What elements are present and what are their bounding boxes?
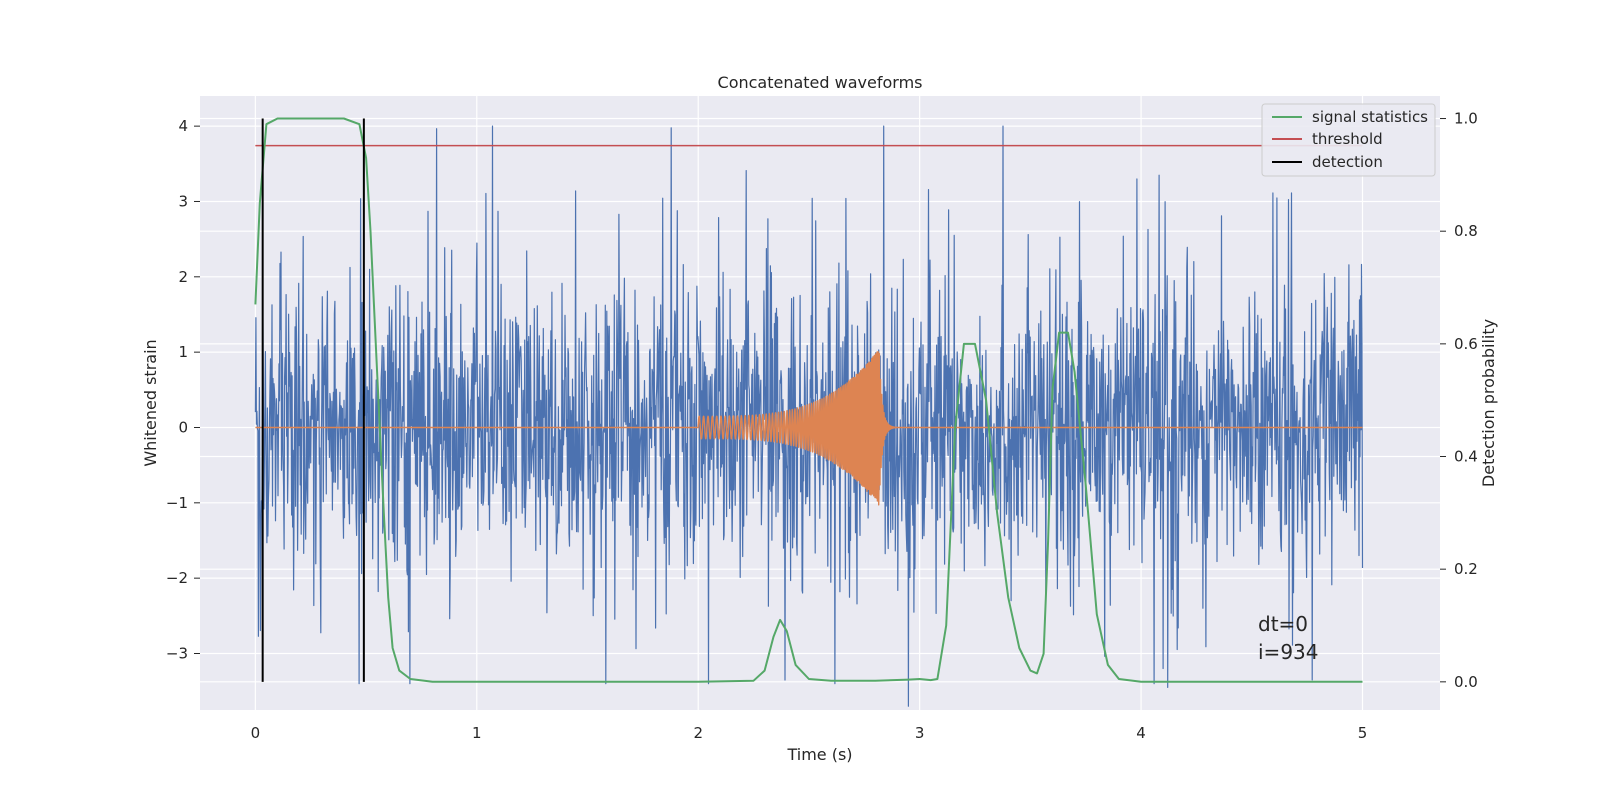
legend-label-threshold: threshold <box>1312 130 1383 148</box>
y-tick-label: 4 <box>178 117 188 135</box>
annotation-dt: dt=0 <box>1258 612 1308 636</box>
legend: signal statistics threshold detection <box>1261 103 1436 177</box>
y2-tick-label: 1.0 <box>1454 110 1478 128</box>
y-axis-ticks: −3 −2 −1 0 1 2 3 4 <box>166 117 200 662</box>
x-tick-label: 4 <box>1136 724 1146 742</box>
y-tick-label: −2 <box>166 569 188 587</box>
x-tick-label: 2 <box>693 724 703 742</box>
chart-title: Concatenated waveforms <box>718 73 923 92</box>
y2-axis-ticks: 0.0 0.2 0.4 0.6 0.8 1.0 <box>1440 110 1478 691</box>
series-injected-waveform <box>255 351 1363 506</box>
y2-axis-label: Detection probability <box>1479 319 1498 487</box>
y2-tick-label: 0.6 <box>1454 335 1478 353</box>
y2-tick-label: 0.4 <box>1454 448 1478 466</box>
x-tick-label: 1 <box>472 724 482 742</box>
x-tick-label: 3 <box>915 724 925 742</box>
y-tick-label: 3 <box>178 192 188 210</box>
y2-tick-label: 0.8 <box>1454 222 1478 240</box>
legend-label-signal-statistics: signal statistics <box>1312 108 1428 126</box>
annotation-index: i=934 <box>1258 640 1319 664</box>
y2-tick-label: 0.0 <box>1454 673 1478 691</box>
plot-series <box>254 117 1364 707</box>
y-tick-label: −1 <box>166 494 188 512</box>
y-tick-label: 1 <box>178 343 188 361</box>
series-signal-statistics <box>254 117 1363 683</box>
y2-tick-label: 0.2 <box>1454 560 1478 578</box>
x-axis-label: Time (s) <box>786 745 852 764</box>
y-tick-label: −3 <box>166 644 188 662</box>
y-tick-label: 0 <box>178 418 188 436</box>
x-tick-label: 0 <box>251 724 261 742</box>
legend-box <box>1261 103 1436 177</box>
x-axis-ticks: 0 1 2 3 4 5 <box>251 724 1368 742</box>
y-axis-label: Whitened strain <box>141 339 160 466</box>
y-tick-label: 2 <box>178 268 188 286</box>
x-tick-label: 5 <box>1358 724 1368 742</box>
legend-label-detection: detection <box>1312 153 1383 171</box>
